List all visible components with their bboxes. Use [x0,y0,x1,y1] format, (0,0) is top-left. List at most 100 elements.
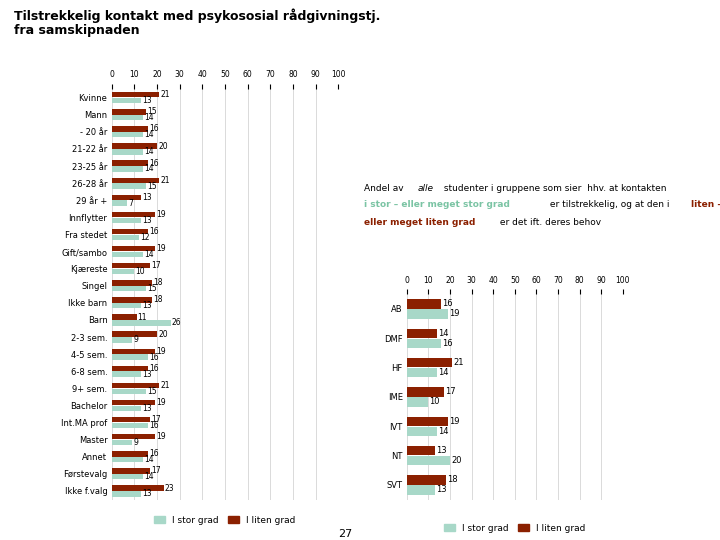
Text: 14: 14 [145,147,154,157]
Text: 13: 13 [143,193,152,202]
Text: liten –: liten – [691,200,720,209]
Text: 14: 14 [145,130,154,139]
Bar [407,456,450,465]
Text: i stor – eller meget stor grad: i stor – eller meget stor grad [364,200,510,209]
Legend: I stor grad, I liten grad: I stor grad, I liten grad [150,512,300,529]
Text: 16: 16 [149,364,158,373]
Text: 16: 16 [149,449,158,458]
Text: 16: 16 [149,227,158,236]
Text: 19: 19 [156,210,166,219]
Bar [407,427,437,436]
Text: 21: 21 [161,90,170,99]
Bar [112,263,150,268]
Bar [407,485,435,495]
Bar [112,160,148,166]
Text: 19: 19 [156,347,166,356]
Text: 14: 14 [145,113,154,122]
Text: 18: 18 [446,475,457,484]
Bar [112,109,145,114]
Bar [112,297,153,303]
Text: 23: 23 [165,483,174,492]
Bar [112,468,150,474]
Bar [112,366,148,371]
Bar [112,457,143,462]
Text: 7: 7 [129,199,133,208]
Bar [112,200,127,206]
Bar [112,372,141,377]
Bar [407,358,452,367]
Bar [112,115,143,120]
Bar [112,234,139,240]
Bar [407,446,435,455]
Text: 14: 14 [145,165,154,173]
Text: 18: 18 [153,295,163,305]
Bar [112,406,141,411]
Bar [112,440,132,445]
Text: 19: 19 [156,432,166,441]
Bar [112,320,171,326]
Text: 16: 16 [149,421,158,430]
Text: Andel av: Andel av [364,184,406,193]
Bar [112,98,141,103]
Text: 12: 12 [140,233,150,242]
Bar [112,388,145,394]
Bar [407,387,444,396]
Bar [407,299,441,309]
Text: 11: 11 [138,313,147,321]
Text: 14: 14 [438,427,449,436]
Text: 15: 15 [147,387,156,396]
Text: 27: 27 [338,529,353,539]
Bar [112,332,157,337]
Bar [112,434,155,440]
Bar [112,491,141,497]
Bar [407,397,428,407]
Text: 13: 13 [143,96,152,105]
Bar [112,218,141,223]
Bar [112,194,141,200]
Bar [112,149,143,154]
Bar [112,126,148,132]
Text: 26: 26 [171,319,181,327]
Text: 17: 17 [444,387,455,396]
Bar [112,354,148,360]
Text: Tilstrekkelig kontakt med psykososial rådgivningstj.: Tilstrekkelig kontakt med psykososial rå… [14,8,381,23]
Bar [112,252,143,257]
Text: 10: 10 [135,267,145,276]
Text: 20: 20 [158,141,168,151]
Text: er tilstrekkelig, og at den i: er tilstrekkelig, og at den i [547,200,672,209]
Text: 13: 13 [143,216,152,225]
Text: 14: 14 [438,329,449,338]
Text: 21: 21 [161,176,170,185]
Text: 19: 19 [449,417,459,426]
Text: 9: 9 [133,335,138,345]
Text: 17: 17 [151,415,161,424]
Legend: I stor grad, I liten grad: I stor grad, I liten grad [441,521,589,537]
Text: 14: 14 [145,472,154,481]
Text: 21: 21 [454,358,464,367]
Bar [112,303,141,308]
Text: 13: 13 [143,370,152,379]
Text: 13: 13 [143,301,152,310]
Text: 20: 20 [158,329,168,339]
Bar [112,280,153,286]
Text: 16: 16 [149,353,158,362]
Bar [112,212,155,217]
Bar [112,400,155,406]
Text: 10: 10 [429,397,440,407]
Bar [112,451,148,457]
Bar [407,475,446,484]
Text: 9: 9 [133,438,138,447]
Bar [112,229,148,234]
Text: studenter i gruppene som sier  hhv. at kontakten: studenter i gruppene som sier hhv. at ko… [441,184,666,193]
Bar [112,348,155,354]
Text: eller meget liten grad: eller meget liten grad [364,218,475,227]
Bar [407,339,441,348]
Bar [112,246,155,252]
Bar [112,337,132,343]
Bar [112,474,143,480]
Text: 14: 14 [438,368,449,377]
Bar [407,329,437,338]
Bar [112,417,150,422]
Bar [112,286,145,292]
Bar [112,183,145,189]
